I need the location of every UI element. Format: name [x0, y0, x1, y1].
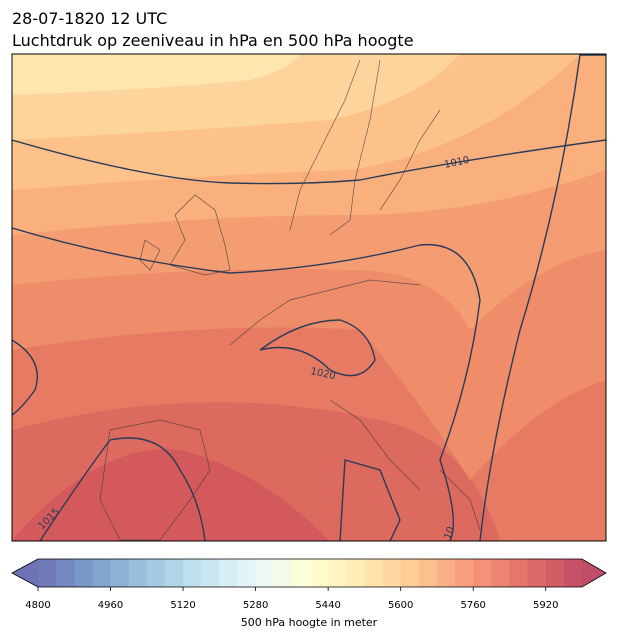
map [12, 54, 606, 541]
isobar [479, 54, 606, 541]
title-date: 28-07-1820 12 UTC [12, 9, 167, 28]
colorbar-tick-label: 5440 [315, 600, 340, 611]
isobar [12, 227, 481, 541]
colorbar: 4800 4960 5120 5280 5440 5600 5760 5920 [11, 558, 607, 611]
colorbar-extend-high [582, 559, 606, 587]
map-frame [11, 53, 607, 542]
colorbar-label: 500 hPa hoogte in meter [241, 616, 378, 629]
colorbar-tick-label: 4960 [98, 600, 123, 611]
colorbar-segment [237, 559, 257, 587]
colorbar-segment [128, 559, 148, 587]
colorbar-segment [74, 559, 93, 587]
colorbar-segment [418, 559, 438, 587]
isobar [12, 339, 39, 416]
colorbar-segment [509, 559, 529, 587]
colorbar-segment [110, 559, 130, 587]
colorbar-segment [146, 559, 166, 587]
colorbar-segment [364, 559, 384, 587]
colorbar-segment [219, 559, 238, 587]
colorbar-segment [455, 559, 474, 587]
isobar [39, 437, 206, 541]
coastline [99, 279, 481, 541]
colorbar-segment [346, 559, 365, 587]
colorbar-segment [56, 559, 75, 587]
isobar-label: 1020 [309, 366, 336, 382]
isobar [12, 139, 606, 185]
colorbar-segment [545, 559, 565, 587]
colorbar-segment [291, 559, 311, 587]
isobar [339, 459, 401, 541]
colorbar-segment [273, 559, 293, 587]
colorbar-tick-label: 5280 [243, 600, 268, 611]
colorbar-segment [527, 559, 547, 587]
height-band [12, 54, 300, 95]
colorbar-segment [310, 559, 329, 587]
colorbar-segment [201, 559, 220, 587]
colorbar-outline [11, 558, 607, 588]
colorbar-tick-label: 5600 [388, 600, 413, 611]
colorbar-segment [491, 559, 510, 587]
isobar-label: 10 [442, 525, 457, 541]
colorbar-segment [183, 559, 202, 587]
colorbar-tick-label: 5760 [460, 600, 485, 611]
isobar [259, 319, 376, 377]
colorbar-segment [255, 559, 275, 587]
title-description: Luchtdruk op zeeniveau in hPa en 500 hPa… [12, 31, 414, 50]
colorbar-segment [563, 559, 583, 587]
colorbar-segment [164, 559, 184, 587]
colorbar-segment [38, 559, 57, 587]
coastline [139, 194, 231, 276]
colorbar-tick-label: 5120 [170, 600, 195, 611]
colorbar-tick-label: 5920 [533, 600, 558, 611]
colorbar-segment [473, 559, 492, 587]
colorbar-segment [92, 559, 112, 587]
colorbar-tick-label: 4800 [25, 600, 50, 611]
isobar-label: 1010 [443, 155, 470, 171]
colorbar-extend-low [12, 559, 38, 587]
colorbar-segment [382, 559, 402, 587]
colorbar-segment [436, 559, 456, 587]
colorbar-segment [328, 559, 347, 587]
colorbar-segment [400, 559, 420, 587]
